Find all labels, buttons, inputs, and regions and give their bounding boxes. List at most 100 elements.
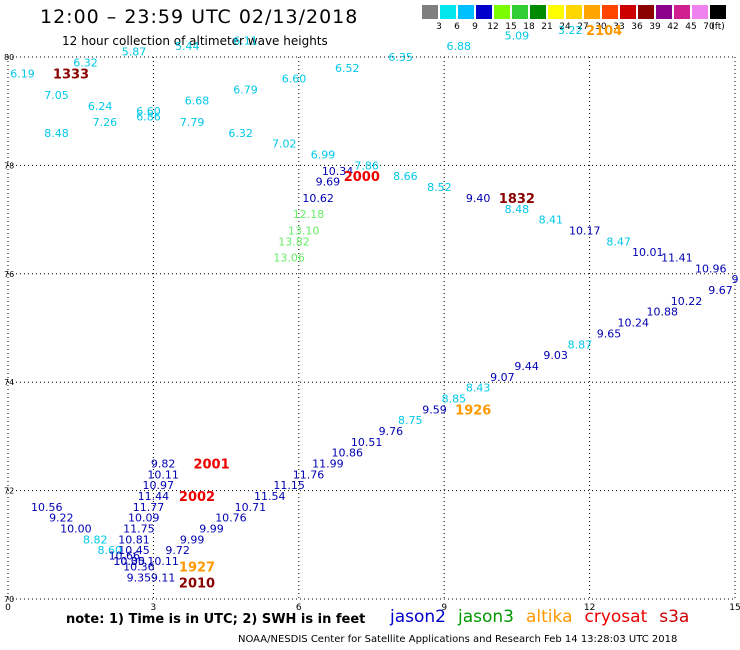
wave-height-point: 7.86 [354, 159, 379, 172]
wave-height-point: 10.00 [60, 523, 92, 536]
wave-height-point: 9.11 [151, 571, 176, 584]
wave-height-point: 10.76 [215, 512, 247, 525]
colorbar-swatch [620, 5, 636, 19]
wave-height-point: 10.86 [332, 447, 364, 460]
chart-title: 12:00 – 23:59 UTC 02/13/2018 [40, 6, 359, 28]
wave-height-point: 3.22 [558, 24, 583, 37]
wave-height-point: 9.65 [597, 327, 622, 340]
pass-time-label: 2002 [179, 490, 215, 505]
wave-height-point: 10.36 [123, 560, 155, 573]
wave-height-point: 11.44 [138, 490, 170, 503]
pass-time-label: 2010 [179, 577, 215, 592]
x-tick-label: 15 [729, 603, 740, 613]
colorbar-swatch [440, 5, 456, 19]
wave-height-point: 9.76 [379, 425, 404, 438]
wave-height-point: 6.68 [185, 94, 210, 107]
y-tick-label: 74 [4, 378, 14, 387]
colorbar-swatch [512, 5, 528, 19]
y-tick-label: 72 [4, 487, 14, 496]
wave-height-point: 9.72 [165, 544, 190, 557]
colorbar-swatch [602, 5, 618, 19]
satellite-legend-item: s3a [659, 607, 690, 627]
wave-height-point: 12.18 [293, 208, 325, 221]
wave-height-point: 11.15 [273, 479, 305, 492]
units-note: note: 1) Time is in UTC; 2) SWH is in fe… [66, 612, 366, 627]
wave-height-point: 10.96 [695, 262, 727, 275]
wave-height-point: 13.10 [288, 224, 320, 237]
satellite-legend: jason2 jason3 altika cryosat s3a [390, 607, 701, 627]
colorbar-label: 24 [559, 22, 571, 32]
wave-height-point: 13.06 [273, 252, 305, 265]
colorbar-label: 6 [454, 22, 460, 32]
footer-credit: NOAA/NESDIS Center for Satellite Applica… [238, 634, 678, 645]
colorbar-swatch [692, 5, 708, 19]
wave-height-point: 6.32 [73, 56, 98, 69]
satellite-legend-item: cryosat [584, 607, 648, 627]
wave-height-point: 8.66 [393, 170, 418, 183]
wave-height-point: 10.01 [632, 246, 664, 259]
colorbar-label: 12 [487, 22, 499, 32]
wave-height-point: 9.40 [466, 192, 491, 205]
wave-height-point: 10.66 [109, 550, 141, 563]
x-tick-label: 6 [296, 603, 302, 613]
wave-height-point: 8.85 [442, 392, 467, 405]
wave-height-point: 6.86 [136, 111, 161, 124]
wave-height-point: 8.48 [44, 127, 69, 140]
pass-time-label: 2104 [586, 24, 622, 39]
colorbar-label: 15 [505, 22, 517, 32]
wave-height-point: 9.99 [180, 533, 205, 546]
wave-height-point: 10.71 [235, 501, 267, 514]
colorbar-label: 3 [436, 22, 442, 32]
wave-height-point: 9.07 [490, 371, 515, 384]
colorbar-label: 70 [703, 22, 715, 32]
colorbar-swatch [530, 5, 546, 19]
colorbar-swatch [674, 5, 690, 19]
wave-height-point: 6.60 [136, 105, 161, 118]
wave-height-point: 11.54 [254, 490, 286, 503]
wave-height-point: 6.52 [335, 62, 360, 75]
wave-height-point: 5.44 [175, 40, 200, 53]
wave-height-point: 11.76 [293, 468, 325, 481]
wave-height-point: 6.35 [388, 51, 413, 64]
wave-height-point: 10.51 [351, 436, 383, 449]
wave-height-point: 10.11 [147, 555, 179, 568]
wave-height-point: 9.03 [543, 349, 568, 362]
satellite-legend-item: jason2 [390, 607, 446, 627]
pass-time-label: 1926 [455, 403, 491, 418]
wave-height-point: 8.48 [505, 203, 530, 216]
x-tick-label: 0 [5, 603, 11, 613]
wave-height-point: 7.26 [93, 116, 118, 129]
wave-height-point: 10.88 [647, 306, 679, 319]
wave-height-point: 6.32 [228, 127, 253, 140]
wave-height-point: 9.69 [316, 176, 341, 189]
chart-subtitle: 12 hour collection of altimeter wave hei… [62, 34, 328, 48]
wave-height-point: 5.09 [505, 29, 530, 42]
wave-height-point: 7.79 [180, 116, 205, 129]
wave-height-point: 13.82 [278, 235, 310, 248]
colorbar-swatch [422, 5, 438, 19]
wave-height-point: 11.99 [312, 458, 344, 471]
y-tick-label: 76 [4, 270, 14, 279]
colorbar-unit: (ft) [711, 22, 725, 32]
wave-height-point: 10.34 [322, 165, 354, 178]
pass-time-label: 1927 [179, 560, 215, 575]
wave-height-point: 8.41 [539, 214, 564, 227]
wave-height-point: 6.24 [88, 100, 113, 113]
wave-height-point: 6.88 [446, 40, 471, 53]
wave-height-point: 10.56 [31, 501, 63, 514]
wave-height-point: 7.02 [272, 138, 297, 151]
colorbar-label: 42 [667, 22, 679, 32]
colorbar-swatch [476, 5, 492, 19]
colorbar-swatch [458, 5, 474, 19]
colorbar-label: 27 [577, 22, 589, 32]
wave-height-point: 8.52 [427, 181, 452, 194]
colorbar-swatch [584, 5, 600, 19]
satellite-legend-item: jason3 [458, 607, 514, 627]
x-tick-label: 9 [441, 603, 447, 613]
wave-height-point: 9.82 [151, 458, 176, 471]
wave-height-point: 10.05 [113, 555, 145, 568]
colorbar-swatch [566, 5, 582, 19]
pass-time-label: 1333 [53, 67, 89, 82]
